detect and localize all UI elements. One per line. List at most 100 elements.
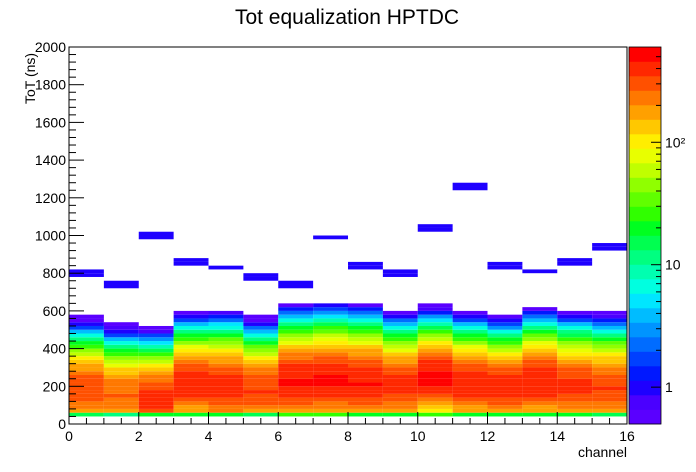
heatmap-cell <box>278 390 314 394</box>
heatmap-cell <box>138 371 174 375</box>
heatmap-cell <box>243 344 279 349</box>
heatmap-cell <box>417 314 453 319</box>
heatmap-cell <box>348 393 383 398</box>
heatmap-cell <box>208 393 244 398</box>
heatmap-cell <box>592 382 628 387</box>
heatmap-cell <box>278 280 314 285</box>
heatmap-cell <box>348 371 383 375</box>
heatmap-cell <box>208 341 244 345</box>
heatmap-cell <box>348 352 383 357</box>
heatmap-cell <box>208 382 244 387</box>
heatmap-cell <box>313 307 349 311</box>
heatmap-cell <box>348 401 383 406</box>
heatmap-cell <box>278 341 314 345</box>
heatmap-cell <box>103 329 139 334</box>
heatmap-cell <box>278 412 314 417</box>
heatmap-cell <box>278 386 314 391</box>
heatmap-cell <box>313 356 349 360</box>
heatmap-cell <box>103 348 139 353</box>
heatmap-cell <box>243 333 279 338</box>
y-tick-label: 200 <box>43 378 67 394</box>
heatmap-cell <box>313 329 349 334</box>
heatmap-cell <box>173 261 209 266</box>
heatmap-cell <box>208 374 244 379</box>
heatmap-cell <box>417 303 453 308</box>
heatmap-cell <box>592 344 628 349</box>
heatmap-cell <box>452 378 488 383</box>
heatmap-cell <box>138 325 174 330</box>
palette-swatch <box>629 134 661 149</box>
heatmap-cell <box>243 314 279 319</box>
heatmap-cell <box>138 401 174 406</box>
color-palette: 1 10 10² <box>628 46 686 425</box>
heatmap-cell <box>348 386 383 391</box>
heatmap-cell <box>592 348 628 353</box>
heatmap-cell <box>103 397 139 402</box>
heatmap-cell <box>173 352 209 357</box>
heatmap-cell <box>382 386 418 391</box>
heatmap-cell <box>243 382 279 387</box>
heatmap-cell <box>243 329 279 334</box>
heatmap-cell <box>138 363 174 368</box>
heatmap-cell <box>313 341 349 345</box>
heatmap-cell <box>487 333 523 338</box>
heatmap-cell <box>592 329 628 334</box>
palette-swatch <box>629 395 661 410</box>
heatmap-cell <box>592 393 628 398</box>
heatmap-cell <box>417 329 453 334</box>
heatmap-cells <box>69 182 628 417</box>
heatmap-cell <box>452 371 488 375</box>
heatmap-cell <box>243 318 279 323</box>
heatmap-cell <box>487 412 523 417</box>
heatmap-cell <box>487 322 523 326</box>
heatmap-cell <box>138 329 174 334</box>
heatmap-cell <box>348 303 383 308</box>
heatmap-cell <box>173 371 209 375</box>
heatmap-cell <box>557 401 593 406</box>
heatmap-cell <box>348 265 383 270</box>
heatmap-cell <box>557 318 593 323</box>
heatmap-cell <box>138 359 174 364</box>
heatmap-cell <box>522 401 558 406</box>
heatmap-cell <box>313 359 349 364</box>
heatmap-cell <box>417 325 453 330</box>
heatmap-cell <box>348 307 383 311</box>
palette-swatch <box>629 308 661 323</box>
heatmap-cell <box>348 390 383 394</box>
heatmap-cell <box>138 408 174 413</box>
z-tick-label: 1 <box>665 379 673 395</box>
heatmap-cell <box>243 412 279 417</box>
heatmap-cell <box>278 352 314 357</box>
heatmap-cell <box>278 356 314 360</box>
heatmap-cell <box>487 390 523 394</box>
heatmap-cell <box>69 333 104 338</box>
heatmap-cell <box>487 374 523 379</box>
chart-title: Tot equalization HPTDC <box>235 6 459 29</box>
y-tick-label: 1200 <box>35 190 66 206</box>
heatmap-cell <box>522 374 558 379</box>
heatmap-cell <box>382 322 418 326</box>
heatmap-cell <box>103 412 139 417</box>
heatmap-cell <box>452 397 488 402</box>
heatmap-cell <box>138 412 174 417</box>
heatmap-cell <box>278 307 314 311</box>
heatmap-cell <box>452 314 488 319</box>
heatmap-cell <box>103 371 139 375</box>
heatmap-cell <box>557 329 593 334</box>
heatmap-cell <box>243 378 279 383</box>
heatmap-cell <box>592 371 628 375</box>
heatmap-cell <box>592 378 628 383</box>
heatmap-cell <box>348 314 383 319</box>
heatmap-cell <box>487 329 523 334</box>
heatmap-cell <box>522 356 558 360</box>
heatmap-cell <box>452 344 488 349</box>
heatmap-cell <box>69 390 104 394</box>
heatmap-cell <box>348 344 383 349</box>
axes: 0 2 4 6 8 10 12 14 16 0 200 400 600 800 1000 1200 1400 16… <box>35 39 635 444</box>
heatmap-cell <box>173 386 209 391</box>
heatmap-cell <box>69 322 104 326</box>
heatmap-cell <box>487 397 523 402</box>
heatmap-cell <box>208 363 244 368</box>
heatmap-cell <box>522 344 558 349</box>
heatmap-cell <box>208 408 244 413</box>
